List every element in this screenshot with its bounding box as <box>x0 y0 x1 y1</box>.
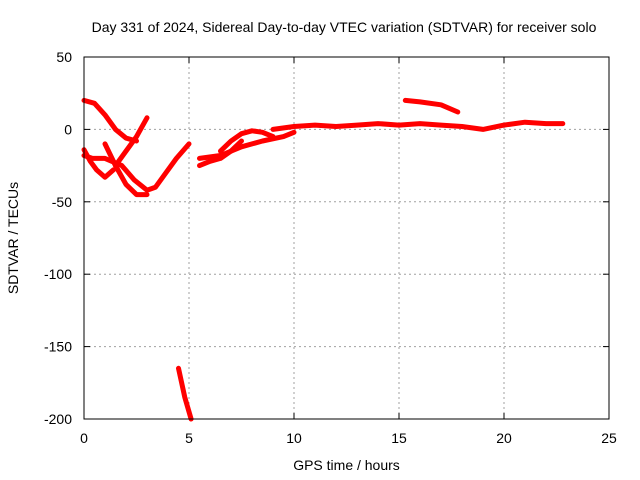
data-series <box>81 97 566 422</box>
x-tick-label: 0 <box>80 430 88 446</box>
x-tick-label: 10 <box>286 430 302 446</box>
series-arc-11 <box>402 97 461 115</box>
y-tick-label: -50 <box>52 194 72 210</box>
grid-lines <box>84 57 609 419</box>
x-tick-label: 25 <box>601 430 617 446</box>
axis-ticks: 0 5 10 15 20 25 50 0 -50 -100 -150 -200 <box>44 49 617 446</box>
series-arc-10 <box>270 119 566 132</box>
series-arc-3 <box>81 147 116 180</box>
x-axis-label: GPS time / hours <box>293 457 400 473</box>
chart-title: Day 331 of 2024, Sidereal Day-to-day VTE… <box>92 19 597 35</box>
y-tick-label: 50 <box>56 49 72 65</box>
y-axis-label: SDTVAR / TECUs <box>5 182 21 294</box>
series-arc-5 <box>113 115 150 169</box>
series-arc-6 <box>176 365 194 422</box>
y-tick-label: 0 <box>64 121 72 137</box>
y-tick-label: -100 <box>44 266 72 282</box>
series-arc-2 <box>81 141 192 193</box>
x-tick-label: 5 <box>185 430 193 446</box>
x-tick-label: 15 <box>391 430 407 446</box>
x-tick-label: 20 <box>496 430 512 446</box>
y-tick-label: -200 <box>44 411 72 427</box>
series-arc-9 <box>197 129 297 161</box>
series-arc-4 <box>102 141 150 198</box>
plot-frame <box>83 56 610 420</box>
series-arc-1 <box>81 97 139 144</box>
y-tick-label: -150 <box>44 339 72 355</box>
series-arc-8 <box>218 128 276 154</box>
